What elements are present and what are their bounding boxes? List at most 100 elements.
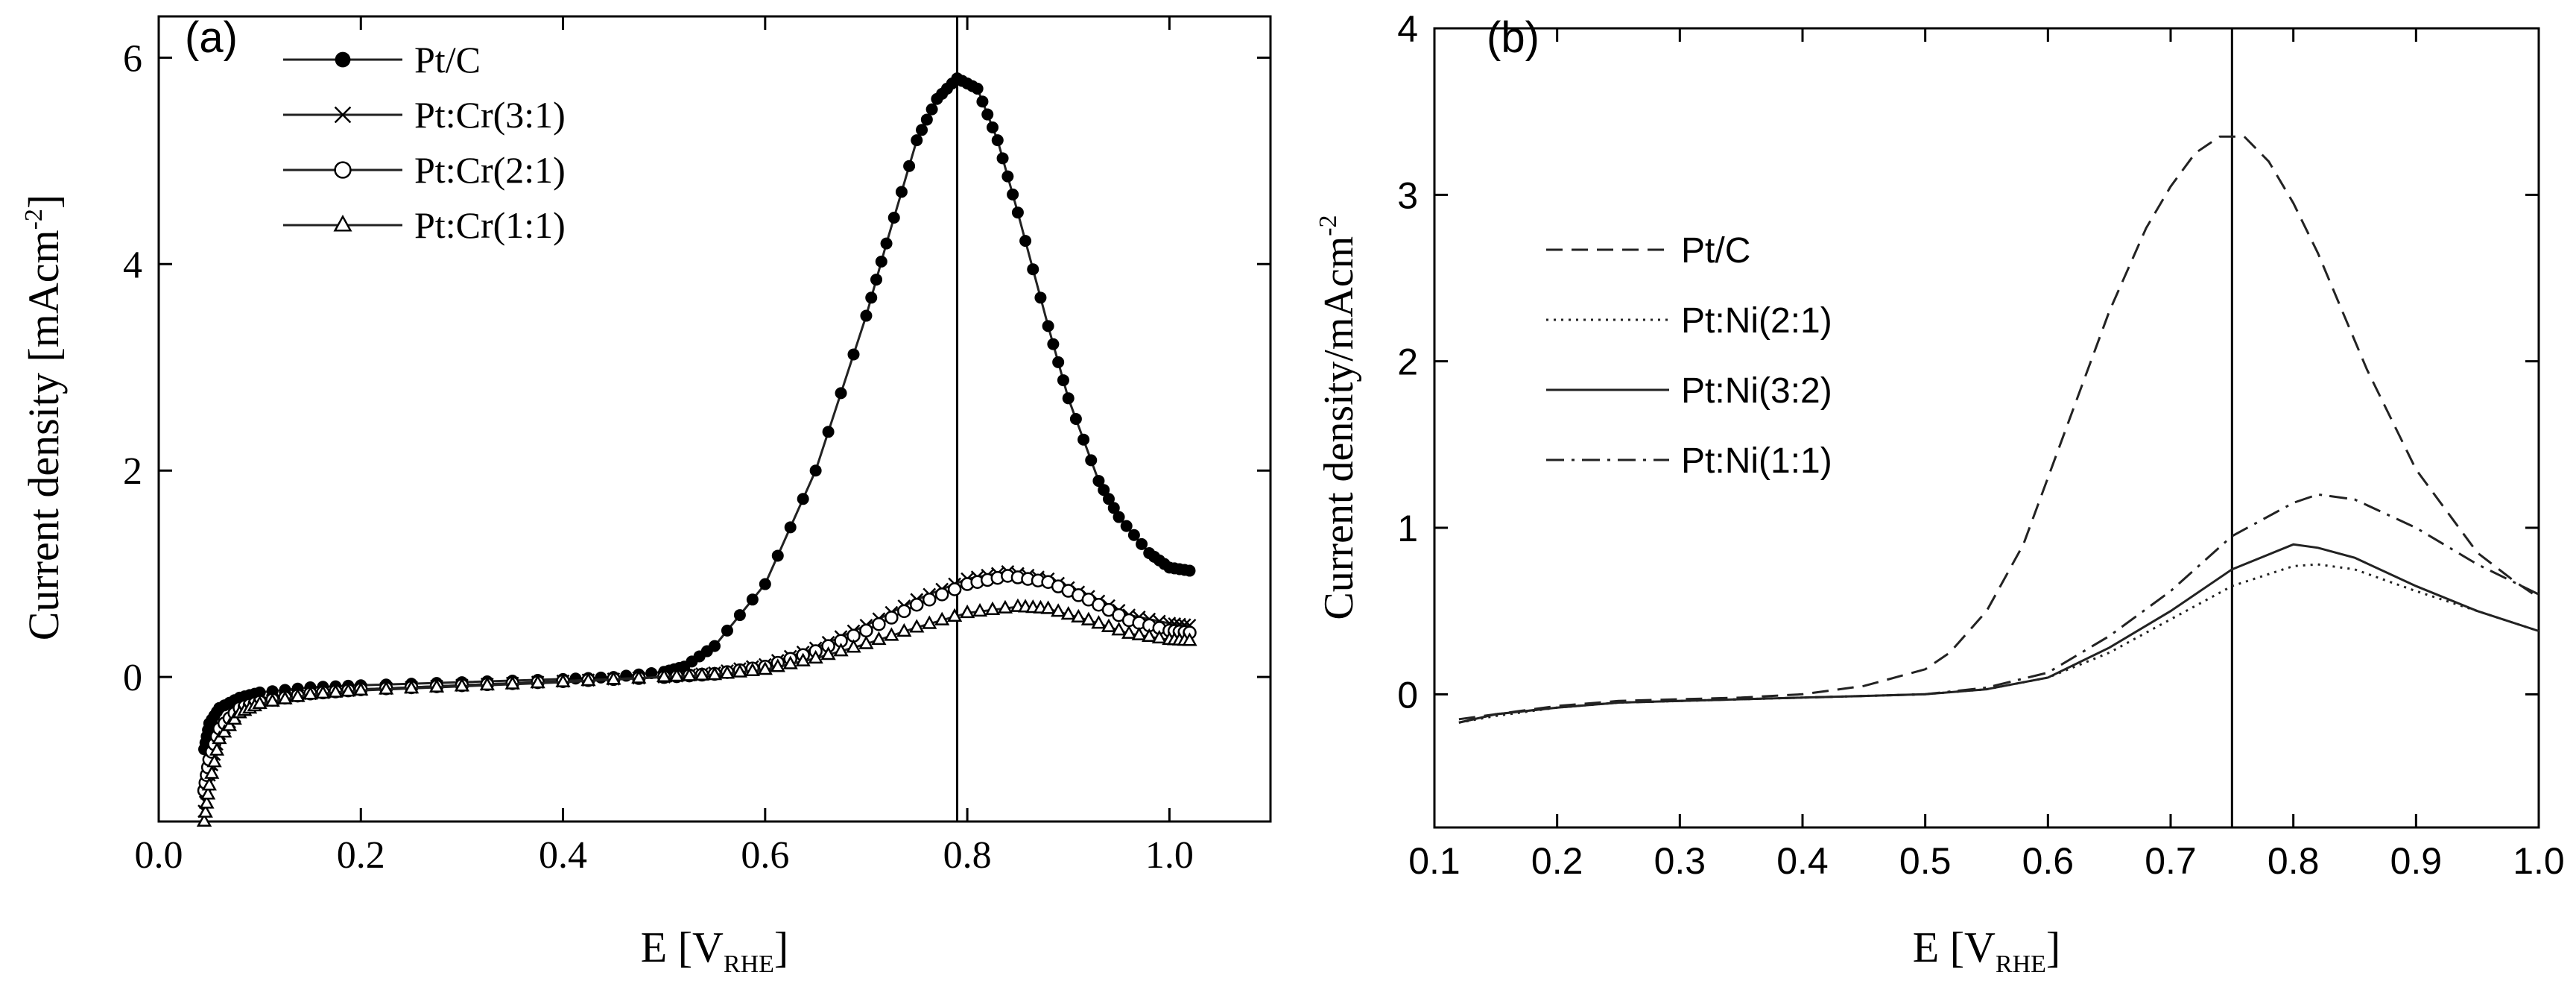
data-point-pt-cr-1-1 (1060, 606, 1076, 620)
data-point-pt-cr-1-1 (580, 672, 596, 687)
x-axis-ticks-a: 0.0 0.2 0.4 0.6 0.8 1.0 (135, 16, 1194, 877)
plot-frame-a (157, 15, 1272, 823)
data-point-pt-cr-1-1 (1091, 615, 1107, 629)
data-point-pt-c (1062, 392, 1075, 405)
data-point-pt-c (1127, 529, 1140, 541)
data-point-pt-c (847, 348, 860, 361)
legend-label-pt-ni-2-1: Pt:Ni(2:1) (1681, 301, 1832, 341)
data-point-pt-c (1042, 320, 1054, 332)
y-tick-label: 2 (123, 450, 142, 493)
y-axis-title-sup-a: -2 (20, 209, 48, 230)
data-point-pt-c (1183, 564, 1196, 577)
y-tick-label: 4 (1397, 8, 1418, 50)
data-point-pt-c (784, 521, 797, 534)
x-tick-label: 0.7 (2145, 840, 2197, 882)
data-point-pt-c (1085, 454, 1098, 467)
data-point-pt-c (1001, 170, 1014, 183)
y-tick-label: 0 (123, 657, 142, 699)
x-tick-label: 0.0 (135, 834, 183, 877)
x-tick-label: 0.3 (1654, 840, 1706, 882)
legend-marker-pt-cr-2-1 (334, 161, 352, 179)
data-point-pt-cr-1-1 (403, 680, 420, 694)
data-point-pt-cr-1-1 (201, 777, 217, 791)
data-point-pt-cr-1-1 (315, 684, 331, 699)
data-point-pt-c (981, 108, 994, 121)
data-point-pt-cr-1-1 (290, 688, 306, 702)
data-point-pt-cr-1-1 (1101, 618, 1117, 632)
data-point-pt-cr-1-1 (197, 804, 213, 818)
x-axis-title-close-a: ] (774, 923, 788, 971)
plot-frame-b (1433, 27, 2540, 829)
data-point-pt-cr-1-1 (770, 658, 785, 672)
data-point-pt-cr-1-1 (972, 602, 988, 617)
data-point-pt-cr-2-1 (947, 582, 962, 596)
data-point-pt-cr-1-1 (227, 710, 242, 725)
x-tick-label: 0.6 (741, 834, 789, 877)
series-line-pt-cr-1-1 (203, 605, 1190, 822)
data-point-pt-cr-1-1 (1071, 608, 1086, 623)
data-point-pt-c (771, 549, 784, 562)
legend-label-pt-ni-3-2: Pt:Ni(3:2) (1681, 371, 1832, 411)
series-line-pt-ni-1-1 (1458, 493, 2539, 724)
data-point-pt-c (709, 640, 721, 652)
data-point-pt-c (976, 95, 989, 108)
data-point-pt-cr-1-1 (732, 663, 748, 678)
data-point-pt-c (1069, 413, 1082, 425)
data-point-pt-cr-1-1 (353, 681, 369, 696)
x-tick-label: 1.0 (1145, 834, 1194, 877)
data-point-pt-cr-1-1 (669, 668, 685, 682)
y-tick-label: 2 (1397, 341, 1418, 383)
data-point-pt-c (1027, 263, 1039, 276)
data-point-pt-cr-1-1 (555, 673, 571, 687)
data-point-pt-cr-1-1 (795, 652, 811, 666)
data-point-pt-c (920, 113, 933, 126)
data-point-pt-cr-1-1 (959, 604, 975, 619)
data-point-pt-cr-1-1 (1080, 611, 1096, 625)
data-point-pt-c (797, 493, 809, 505)
data-point-pt-c (903, 160, 916, 172)
series-line-pt-ni-3-2 (1458, 543, 2539, 724)
y-axis-title-a: Current density [mAcm-2] (19, 195, 68, 641)
legend-marker-pt-cr-1-1 (333, 214, 352, 232)
data-point-pt-cr-1-1 (606, 671, 621, 685)
data-point-pt-cr-1-1 (1182, 632, 1197, 646)
data-point-pt-c (1007, 188, 1019, 201)
data-point-pt-cr-2-1 (859, 623, 873, 638)
data-point-pt-c (645, 666, 658, 679)
data-point-pt-c (865, 291, 878, 304)
data-point-pt-cr-2-1 (872, 617, 886, 631)
data-point-pt-cr-1-1 (504, 675, 520, 690)
data-point-pt-cr-1-1 (820, 646, 836, 660)
data-point-pt-cr-1-1 (1142, 628, 1157, 643)
x-axis-title-b: E [VRHE] (1913, 923, 2060, 978)
chart-panel-b: (b) 0.1 0.2 0.3 0.4 0.5 0.6 0.7 0.8 0.9 1.0 0 1 2 3 4… (1314, 8, 2565, 978)
series-group-a (196, 72, 1197, 827)
y-axis-title-main-a: Current density [mAcm (19, 230, 68, 640)
data-point-pt-cr-1-1 (681, 667, 697, 681)
data-point-pt-cr-2-1 (884, 611, 899, 625)
data-point-pt-cr-1-1 (265, 693, 280, 707)
data-point-pt-c (925, 103, 938, 116)
data-point-pt-cr-1-1 (252, 695, 268, 710)
data-point-pt-cr-1-1 (719, 665, 735, 679)
y-axis-title-main-b: Current density/mAcm (1316, 236, 1362, 620)
data-point-pt-cr-1-1 (706, 666, 723, 681)
data-point-pt-c (1136, 537, 1148, 550)
x-axis-ticks-b: 0.1 0.2 0.3 0.4 0.5 0.6 0.7 0.8 0.9 1.0 (1408, 28, 2565, 882)
data-point-pt-cr-1-1 (846, 639, 861, 653)
x-tick-label: 0.2 (1531, 840, 1583, 882)
legend-label-pt-c: Pt/C (414, 39, 481, 81)
data-point-pt-c (1019, 235, 1032, 247)
x-tick-label: 0.4 (539, 834, 587, 877)
data-point-pt-cr-2-1 (897, 604, 911, 619)
data-point-pt-c (822, 426, 835, 438)
data-point-pt-c (1052, 356, 1065, 368)
data-point-pt-cr-1-1 (196, 813, 212, 827)
data-point-pt-c (733, 609, 746, 622)
data-point-pt-cr-1-1 (277, 690, 293, 704)
data-point-pt-cr-1-1 (984, 601, 1001, 616)
data-point-pt-cr-1-1 (454, 678, 470, 692)
data-point-pt-cr-1-1 (328, 684, 344, 698)
data-point-pt-cr-1-1 (1111, 622, 1127, 636)
